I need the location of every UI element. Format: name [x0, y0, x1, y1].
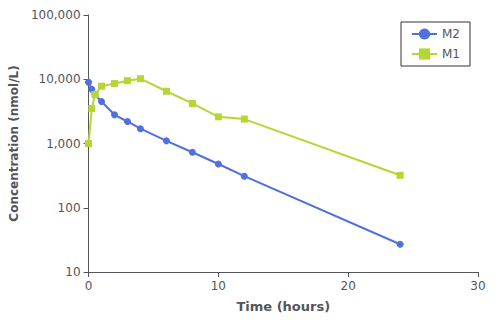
svg-text:100: 100	[58, 201, 81, 215]
svg-text:100,000: 100,000	[31, 8, 81, 22]
svg-text:10,000: 10,000	[39, 72, 81, 86]
svg-text:Time (hours): Time (hours)	[236, 299, 330, 314]
svg-text:0: 0	[85, 279, 93, 293]
svg-text:10: 10	[65, 265, 80, 279]
svg-text:M1: M1	[442, 47, 460, 61]
svg-text:1,000: 1,000	[46, 137, 80, 151]
svg-text:10: 10	[211, 279, 226, 293]
svg-text:20: 20	[341, 279, 356, 293]
svg-text:M2: M2	[442, 27, 460, 41]
svg-text:30: 30	[470, 279, 485, 293]
svg-text:Concentration (nmol/L): Concentration (nmol/L)	[7, 65, 21, 221]
